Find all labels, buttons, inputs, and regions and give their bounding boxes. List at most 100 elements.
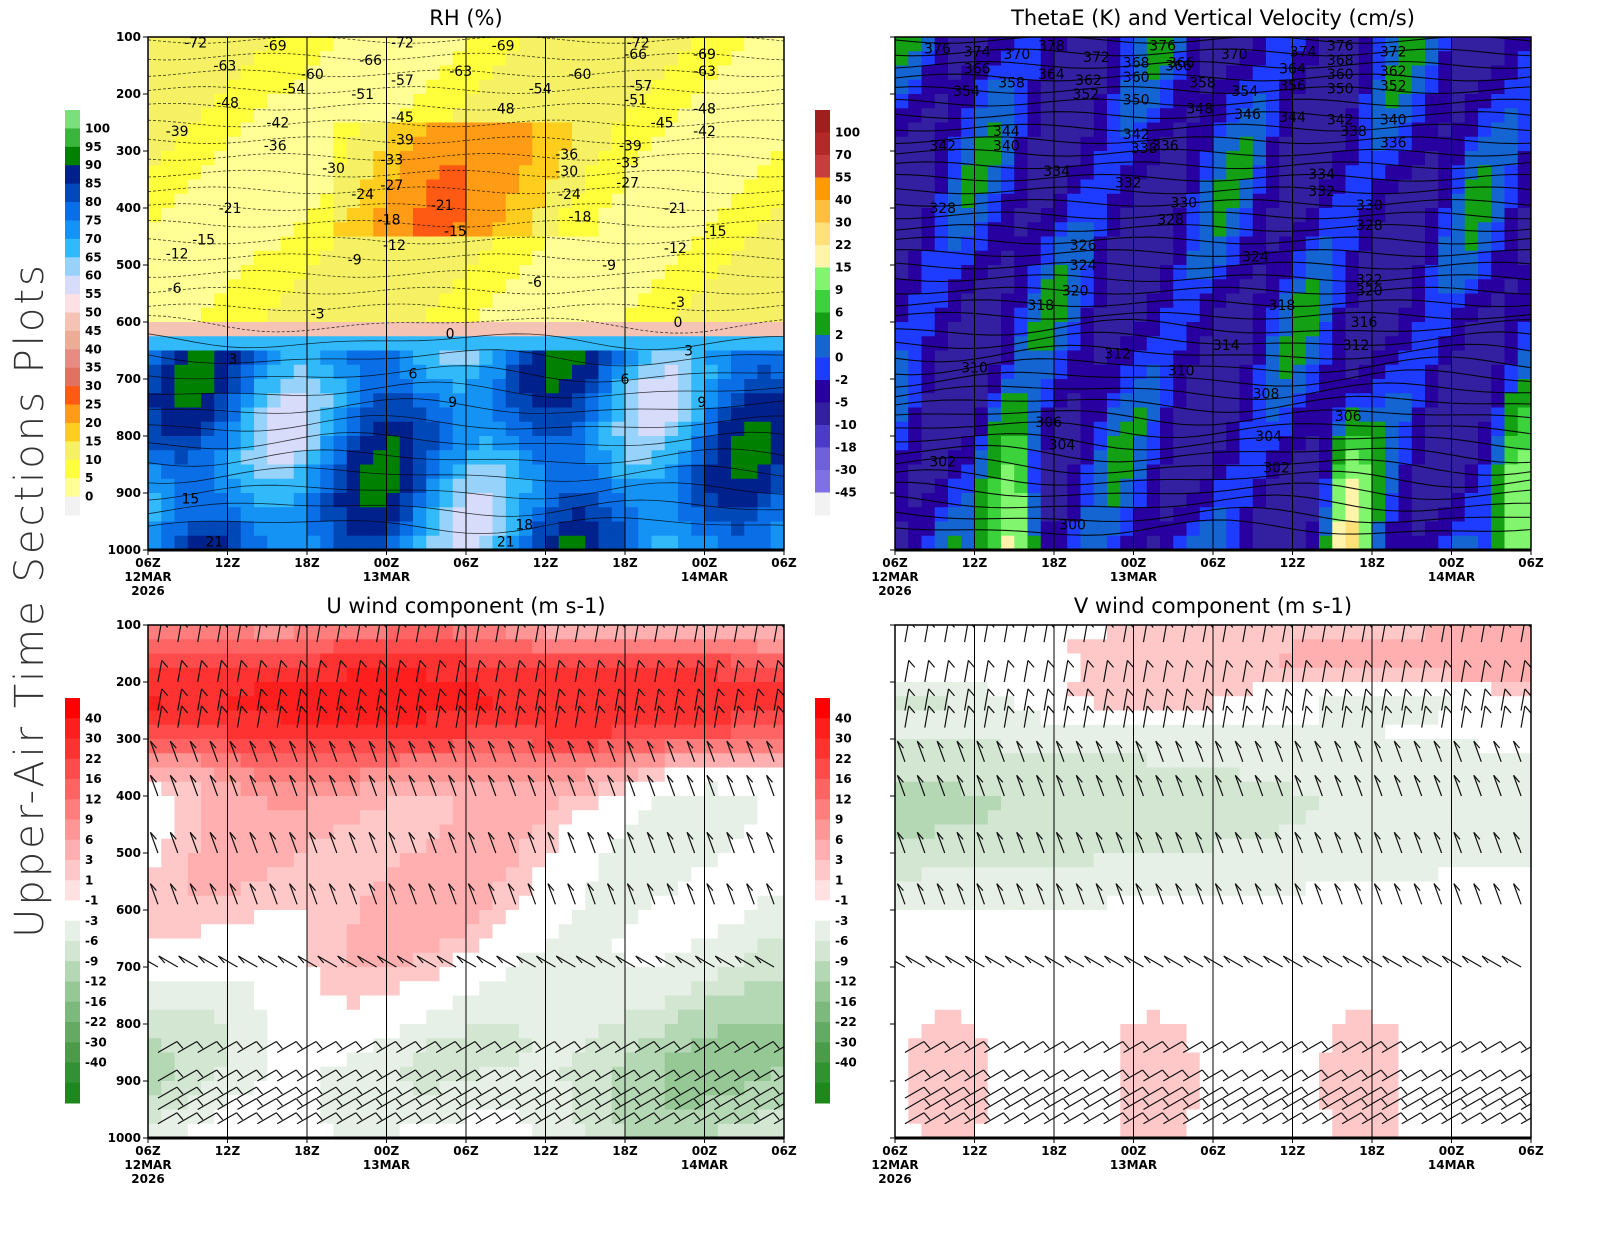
field-cell	[479, 1081, 494, 1096]
field-cell	[1464, 136, 1479, 152]
field-cell	[426, 1066, 441, 1082]
field-cell	[452, 710, 467, 726]
field-cell	[1027, 421, 1042, 437]
field-cell	[466, 222, 480, 238]
field-cell	[492, 838, 507, 854]
field-cell	[921, 464, 936, 480]
field-cell	[148, 995, 162, 1011]
field-cell	[187, 336, 202, 352]
field-cell	[360, 1109, 374, 1125]
field-cell	[625, 507, 639, 523]
field-cell	[214, 421, 229, 437]
field-cell	[1464, 507, 1479, 523]
field-cell	[466, 79, 480, 95]
field-cell	[148, 796, 162, 811]
field-cell	[267, 79, 282, 95]
field-cell	[492, 293, 507, 309]
field-cell	[1173, 521, 1188, 537]
contour-line	[148, 203, 784, 211]
field-cell	[240, 79, 255, 95]
field-cell	[921, 236, 936, 252]
field-cell	[280, 322, 295, 337]
field-cell	[704, 464, 719, 480]
field-cell	[1385, 151, 1400, 166]
field-cell	[1478, 222, 1492, 238]
field-cell	[214, 724, 229, 740]
field-cell	[386, 336, 401, 352]
field-cell	[519, 193, 533, 209]
field-cell	[360, 682, 374, 697]
field-cell	[744, 350, 759, 366]
field-cell	[532, 165, 547, 181]
field-cell	[1491, 222, 1506, 238]
field-cell	[1093, 250, 1108, 266]
field-cell	[717, 151, 732, 166]
field-cell	[625, 521, 639, 537]
field-cell	[399, 336, 414, 352]
colorbar-label: -5	[835, 396, 848, 410]
field-cell	[948, 250, 962, 266]
field-cell	[1279, 421, 1294, 437]
field-cell	[439, 136, 454, 152]
field-cell	[1279, 94, 1294, 109]
field-cell	[267, 37, 282, 52]
field-cell	[227, 753, 242, 769]
field-cell	[1226, 521, 1241, 537]
field-cell	[558, 322, 573, 337]
field-cell	[201, 781, 215, 797]
field-cell	[625, 293, 639, 309]
field-cell	[1398, 421, 1413, 437]
contour-label: -51	[351, 87, 374, 103]
field-cell	[1107, 379, 1121, 394]
field-cell	[240, 322, 255, 337]
field-cell	[638, 222, 653, 238]
field-cell	[201, 1009, 215, 1025]
field-cell	[1491, 336, 1506, 352]
field-cell	[148, 65, 162, 81]
field-cell	[505, 51, 520, 67]
field-cell	[320, 421, 335, 437]
field-cell	[1027, 350, 1042, 366]
field-cell	[1080, 265, 1095, 280]
contour-label: 346	[1234, 107, 1261, 123]
field-cell	[1385, 535, 1400, 550]
field-cell	[678, 136, 692, 152]
colorbar-swatch	[65, 294, 80, 313]
colorbar-swatch	[815, 110, 830, 133]
field-cell	[598, 51, 613, 67]
field-cell	[413, 521, 427, 537]
field-cell	[505, 336, 520, 352]
field-cell	[386, 421, 401, 437]
field-cell	[373, 924, 388, 940]
field-cell	[744, 307, 759, 323]
field-cell	[333, 37, 348, 52]
field-cell	[987, 94, 1002, 109]
field-cell	[240, 796, 255, 811]
field-cell	[532, 136, 547, 152]
field-cell	[934, 122, 949, 138]
field-cell	[492, 279, 507, 295]
field-cell	[148, 279, 162, 295]
field-cell	[466, 250, 480, 266]
field-cell	[731, 450, 745, 466]
field-cell	[1199, 236, 1214, 252]
field-cell	[214, 810, 229, 826]
field-cell	[921, 265, 936, 280]
field-cell	[1319, 464, 1333, 480]
field-cell	[492, 981, 507, 997]
field-cell	[479, 507, 494, 523]
field-cell	[1001, 208, 1015, 223]
x-tick-label-hour: 18Z	[1359, 556, 1385, 570]
field-cell	[492, 65, 507, 81]
field-cell	[1292, 265, 1307, 280]
field-cell	[1199, 393, 1214, 409]
field-cell	[598, 279, 613, 295]
field-cell	[1107, 208, 1121, 223]
field-cell	[492, 478, 507, 494]
field-cell	[1186, 450, 1201, 466]
field-cell	[1199, 151, 1214, 166]
field-cell	[439, 393, 454, 409]
field-cell	[214, 208, 229, 223]
field-cell	[744, 521, 759, 537]
